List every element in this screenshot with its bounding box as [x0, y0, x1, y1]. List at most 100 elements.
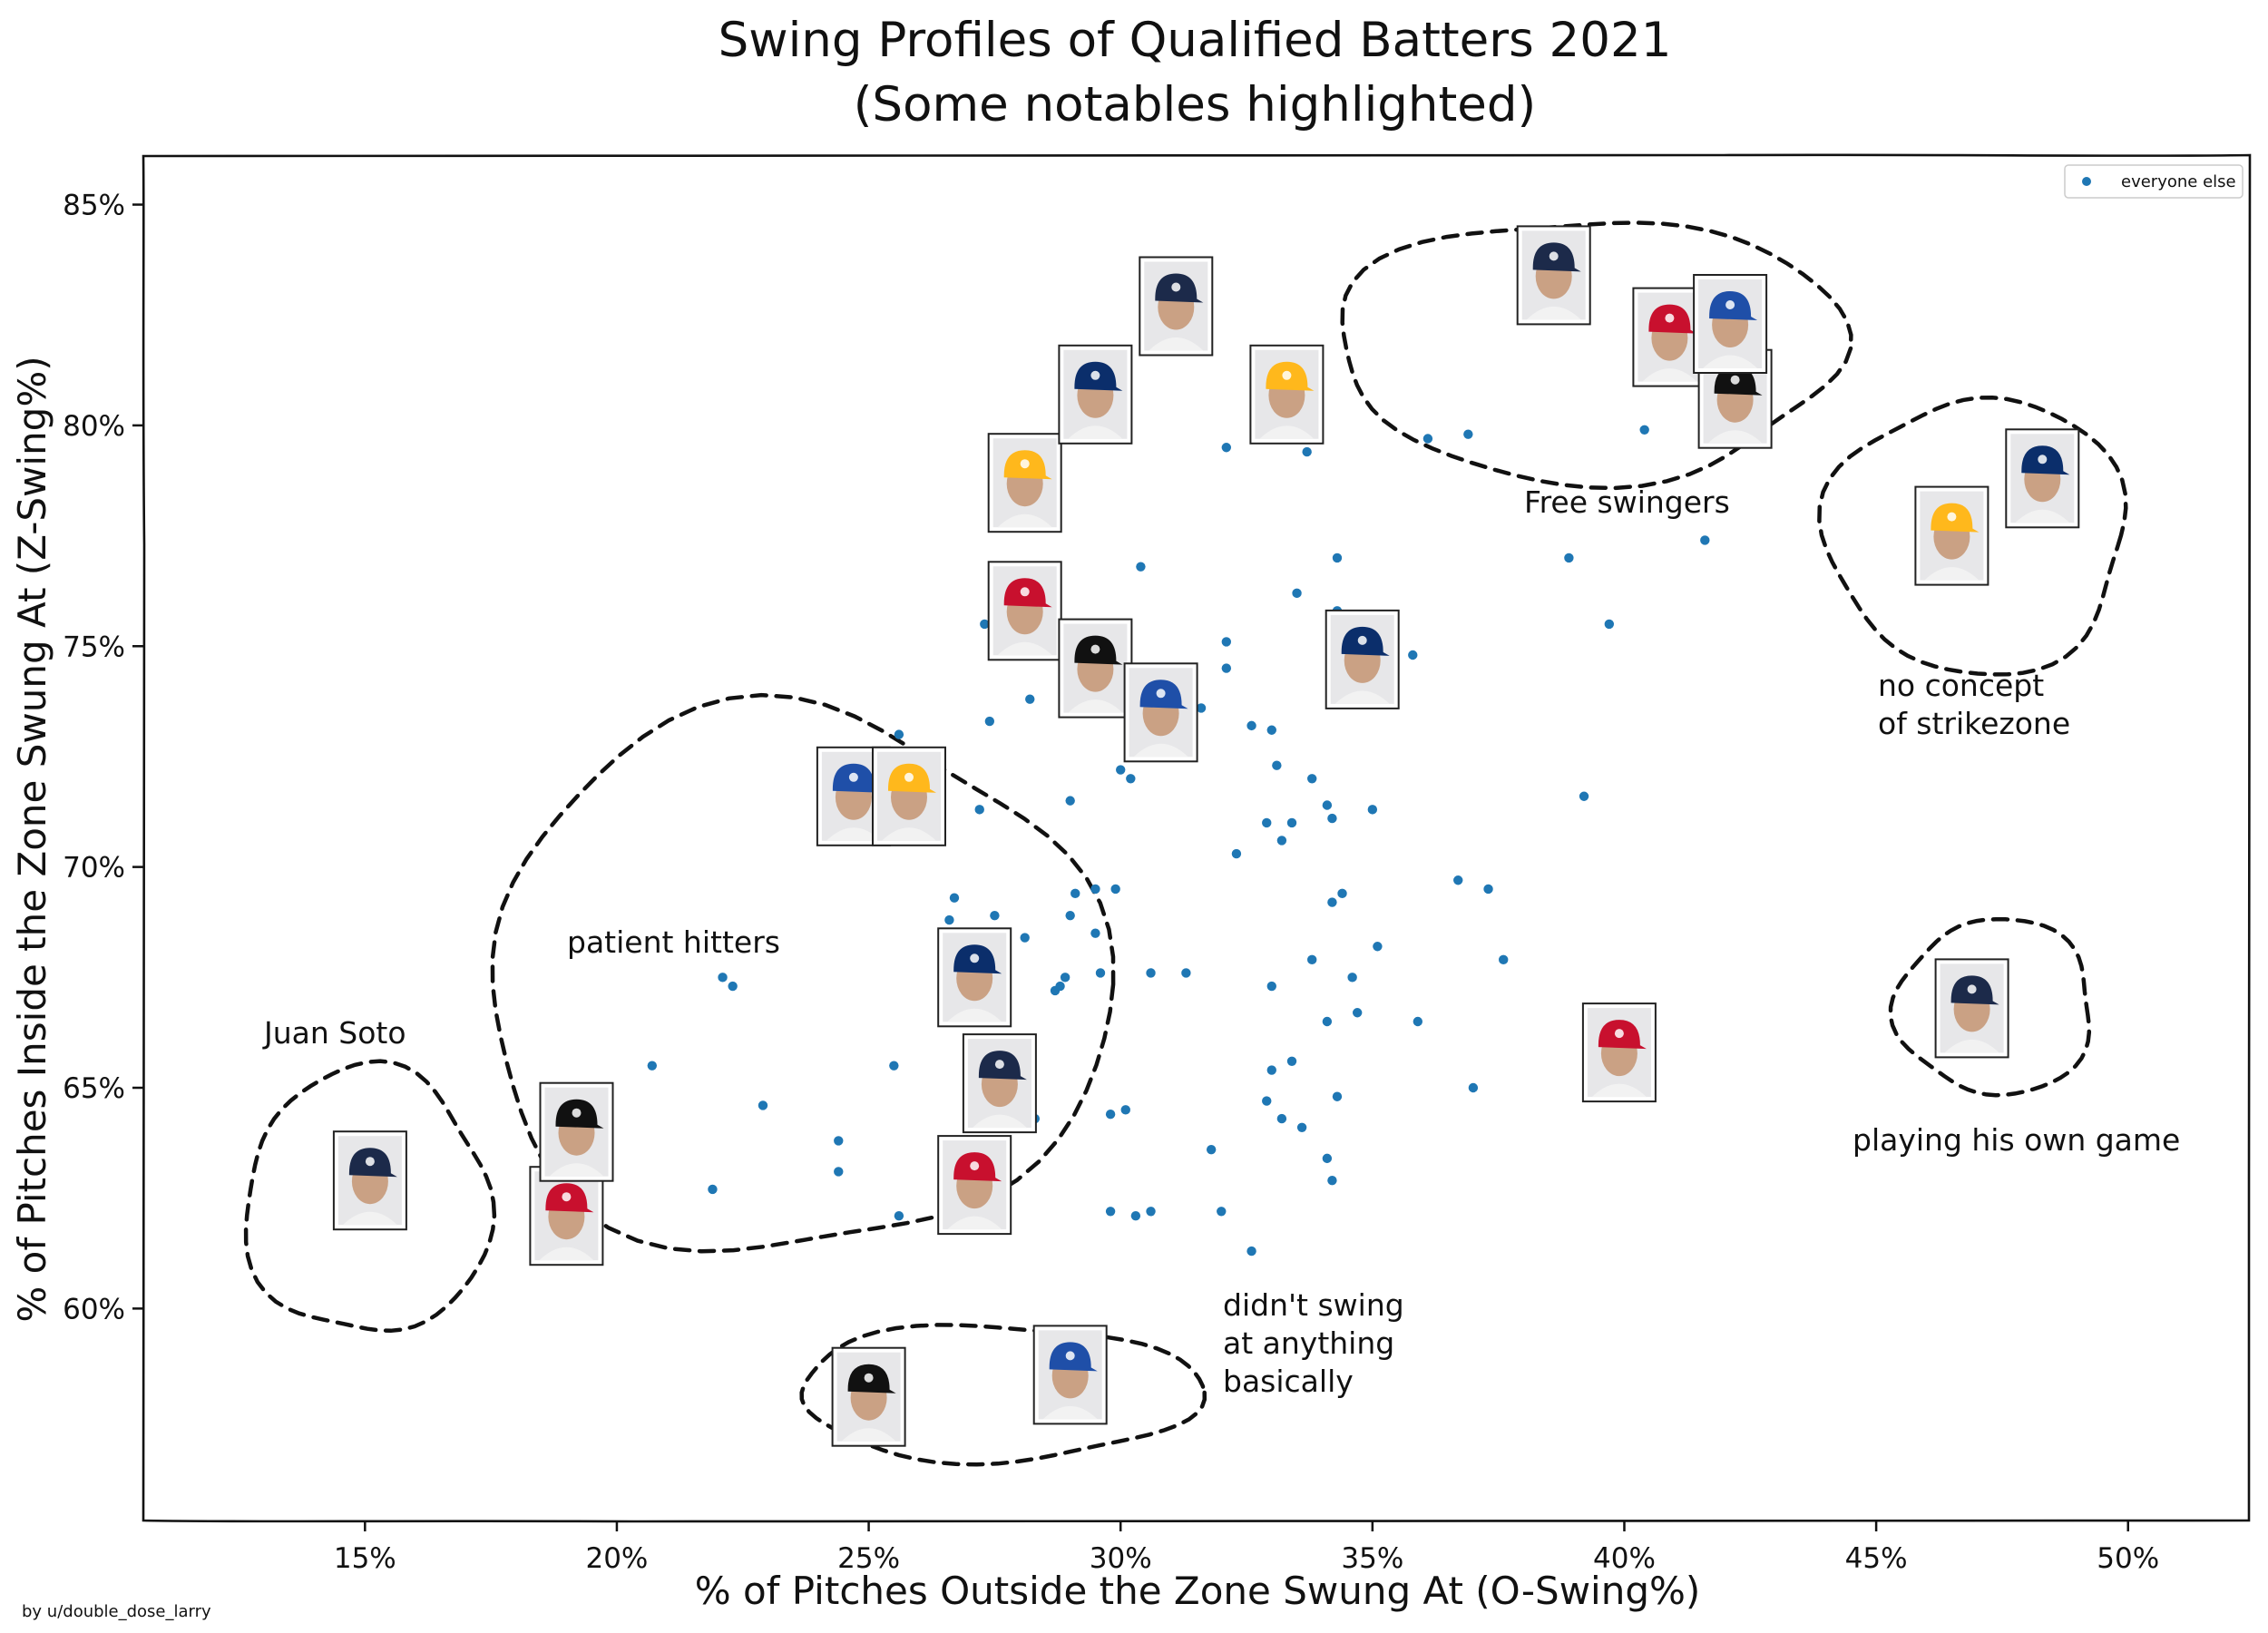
- scatter-point: [1196, 703, 1207, 713]
- scatter-point: [1262, 1096, 1272, 1106]
- x-tick-label: 50%: [2097, 1542, 2159, 1575]
- scatter-point: [1055, 981, 1065, 992]
- scatter-point: [1065, 796, 1075, 806]
- y-axis-label: % of Pitches Inside the Zone Swung At (Z…: [10, 356, 54, 1322]
- scatter-point: [944, 914, 954, 925]
- scatter-point: [1090, 884, 1100, 895]
- scatter-point: [708, 1184, 718, 1195]
- scatter-point: [1060, 973, 1070, 983]
- scatter-point: [980, 619, 990, 630]
- scatter-point: [728, 981, 738, 992]
- scatter-point: [1276, 1113, 1287, 1124]
- scatter-point: [1095, 968, 1106, 978]
- annotation-text: basically: [1223, 1364, 1354, 1399]
- player-photo: [1581, 1002, 1657, 1103]
- player-photos: [332, 225, 2080, 1447]
- scatter-point: [1110, 884, 1120, 895]
- scatter-point: [1327, 813, 1337, 824]
- scatter-point: [718, 973, 728, 983]
- annotation-text: Free swingers: [1524, 484, 1730, 520]
- scatter-point: [1337, 888, 1347, 899]
- chart-annotations: Juan Soto patient hitters Free swingers no …: [262, 484, 2180, 1399]
- player-photo: [987, 561, 1062, 661]
- scatter-point: [758, 1100, 768, 1110]
- player-photo: [1032, 1325, 1108, 1425]
- player-photo: [1123, 662, 1198, 763]
- y-tick-label: 85%: [63, 190, 125, 222]
- scatter-point: [1120, 1105, 1130, 1115]
- scatter-point: [1463, 429, 1473, 439]
- scatter-point: [1302, 446, 1312, 457]
- cluster-outlines: [243, 220, 2128, 1467]
- scatter-point: [1181, 968, 1191, 978]
- scatter-point: [1332, 552, 1343, 563]
- scatter-point: [1146, 968, 1156, 978]
- player-photo: [872, 746, 946, 846]
- x-tick-label: 30%: [1090, 1542, 1152, 1575]
- scatter-point: [834, 1167, 844, 1177]
- scatter-point: [1105, 1110, 1116, 1120]
- scatter-point: [1221, 443, 1232, 453]
- player-photo: [962, 1033, 1037, 1134]
- scatter-point: [1332, 1091, 1343, 1101]
- scatter-point: [949, 893, 960, 903]
- scatter-point: [990, 910, 1000, 921]
- y-axis-ticks: 60% 65% 70% 75% 80% 85%: [63, 190, 143, 1325]
- scatter-point: [1483, 884, 1493, 895]
- scatter-point: [1322, 800, 1333, 810]
- scatter-point: [1307, 774, 1317, 784]
- scatter-point: [1367, 805, 1378, 815]
- scatter-point: [1246, 720, 1256, 731]
- scatter-point: [1564, 552, 1574, 563]
- scatter-point: [1126, 774, 1136, 784]
- scatter-point: [1286, 1056, 1297, 1066]
- scatter-point: [1221, 637, 1232, 647]
- plot-frame: [142, 153, 2252, 1523]
- x-tick-label: 35%: [1341, 1542, 1403, 1575]
- scatter-point: [1065, 910, 1075, 921]
- scatter-point: [1090, 928, 1100, 938]
- scatter-point: [1105, 1207, 1116, 1217]
- scatter-point: [1579, 791, 1589, 801]
- scatter-point: [1639, 425, 1649, 435]
- player-photo: [1934, 958, 2009, 1059]
- cluster-outline: [1888, 916, 2092, 1098]
- legend-box: [2064, 164, 2244, 199]
- scatter-point: [1136, 562, 1146, 572]
- chart-title: Swing Profiles of Qualified Batters 2021…: [719, 13, 1672, 132]
- player-photo: [529, 1166, 604, 1266]
- scatter-point: [1130, 1210, 1141, 1221]
- player-photo: [332, 1130, 407, 1231]
- y-tick-label: 80%: [63, 410, 125, 443]
- scatter-point: [894, 1210, 904, 1221]
- scatter-point: [1231, 848, 1242, 859]
- player-photo: [1058, 344, 1133, 445]
- scatter-point: [1266, 725, 1276, 735]
- annotation-text: patient hitters: [567, 924, 780, 960]
- player-photo: [987, 433, 1062, 533]
- scatter-point: [889, 1061, 899, 1071]
- scatter-points: [647, 425, 1710, 1257]
- scatter-point: [834, 1136, 844, 1146]
- scatter-point: [1266, 1065, 1276, 1075]
- annotation-text: Juan Soto: [262, 1015, 406, 1051]
- player-photo: [1139, 256, 1214, 357]
- scatter-point: [1373, 942, 1383, 952]
- player-photo: [1058, 618, 1133, 719]
- legend: everyone else: [2064, 164, 2244, 199]
- scatter-point: [1408, 650, 1418, 660]
- chart-title-line-2: (Some notables highlighted): [854, 77, 1536, 132]
- scatter-point: [1286, 817, 1297, 828]
- scatter-point: [1025, 694, 1035, 704]
- x-tick-label: 15%: [334, 1542, 396, 1575]
- annotation-text: playing his own game: [1853, 1122, 2180, 1158]
- credit-text: by u/double_dose_larry: [22, 1602, 211, 1621]
- scatter-point: [1116, 765, 1126, 775]
- scatter-point: [1700, 535, 1710, 545]
- annotation-text: no concept: [1878, 668, 2044, 703]
- player-photo: [539, 1081, 614, 1182]
- annotation-text: of strikezone: [1878, 706, 2070, 741]
- x-tick-label: 20%: [585, 1542, 648, 1575]
- player-photo: [1249, 344, 1325, 445]
